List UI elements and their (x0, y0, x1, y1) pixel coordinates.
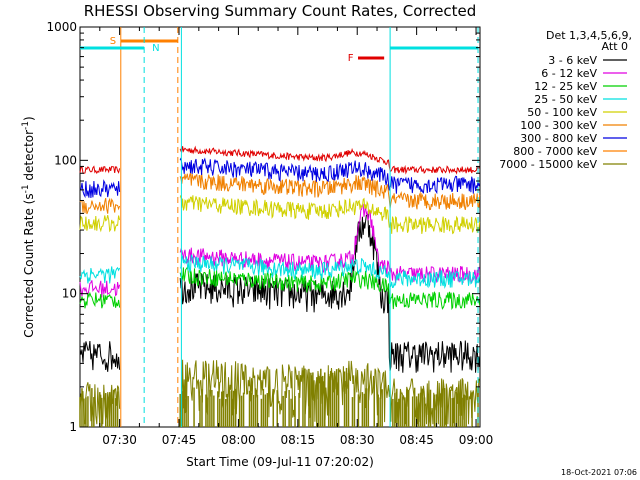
series-line-red (79, 145, 480, 175)
series-line-3 (79, 254, 481, 290)
data-layer (79, 145, 481, 427)
x-tick-label: 07:30 (102, 433, 137, 447)
plot-frame (79, 26, 481, 428)
legend-label: 12 - 25 keV (534, 80, 597, 93)
y-tick-label: 1000 (46, 20, 77, 34)
series-line-4 (79, 195, 481, 235)
y-tick-label: 10 (62, 287, 77, 301)
legend-label: 6 - 12 keV (541, 67, 597, 80)
x-tick-label: 08:00 (221, 433, 256, 447)
series-line-1 (79, 203, 481, 298)
series-line-8 (79, 359, 481, 425)
saa-label: S (110, 36, 116, 47)
series-line-2 (79, 266, 481, 310)
legend-label: 25 - 50 keV (534, 93, 597, 106)
legend-header: Det 1,3,4,5,6,9, (546, 29, 632, 42)
x-tick-label: 08:45 (399, 433, 434, 447)
series-line-6 (79, 157, 481, 199)
x-tick-label: 08:15 (281, 433, 316, 447)
x-tick-label: 08:30 (340, 433, 375, 447)
legend-label: 100 - 300 keV (520, 119, 597, 132)
flare-label: F (348, 53, 354, 64)
series-line-5 (79, 172, 481, 215)
x-tick-label: 07:45 (162, 433, 197, 447)
timestamp: 18-Oct-2021 07:06 (561, 468, 637, 477)
y-tick-label: 1 (69, 420, 77, 434)
legend-header-att: Att 0 (602, 40, 628, 53)
series-line-0 (79, 213, 481, 373)
x-tick-label: 09:00 (459, 433, 494, 447)
legend-label: 50 - 100 keV (527, 106, 597, 119)
legend-label: 7000 - 15000 keV (499, 158, 597, 171)
x-axis-label: Start Time (09-Jul-11 07:20:02) (186, 455, 374, 469)
legend-label: 3 - 6 keV (548, 54, 597, 67)
chart-title: RHESSI Observing Summary Count Rates, Co… (84, 2, 477, 20)
night-label: N (152, 43, 159, 54)
marker-layer: S N F (80, 27, 479, 427)
y-axis-label: Corrected Count Rate (s-1 detector-1) (21, 116, 36, 337)
y-axis: 1 10 100 1000 (46, 20, 480, 434)
legend-label: 800 - 7000 keV (513, 145, 597, 158)
y-tick-label: 100 (54, 153, 77, 167)
x-axis: 07:30 07:45 08:00 08:15 08:30 08:45 09:00 (99, 27, 494, 447)
legend-label: 300 - 800 keV (520, 132, 597, 145)
